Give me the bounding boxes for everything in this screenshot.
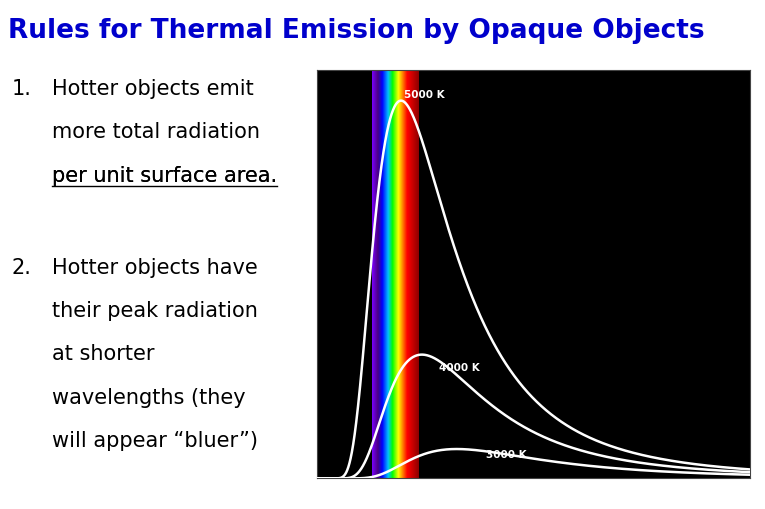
Text: Hotter objects have: Hotter objects have [52, 257, 258, 277]
Text: Hotter objects emit: Hotter objects emit [52, 79, 254, 99]
Text: will appear “bluer”): will appear “bluer”) [52, 430, 258, 450]
Text: 4000 K: 4000 K [439, 362, 480, 372]
Text: per unit surface area.: per unit surface area. [52, 165, 277, 185]
Text: their peak radiation: their peak radiation [52, 300, 258, 320]
Text: per unit surface area.: per unit surface area. [52, 165, 277, 185]
X-axis label: Wavelength (nm): Wavelength (nm) [485, 503, 582, 509]
Text: 2.: 2. [11, 257, 31, 277]
Text: wavelengths (they: wavelengths (they [52, 387, 246, 407]
Text: Rules for Thermal Emission by Opaque Objects: Rules for Thermal Emission by Opaque Obj… [8, 18, 705, 44]
Text: 1.: 1. [11, 79, 31, 99]
Y-axis label: Emitted energy: Emitted energy [304, 232, 314, 318]
Text: at shorter: at shorter [52, 344, 155, 363]
Text: more total radiation: more total radiation [52, 122, 260, 142]
Text: 5000 K: 5000 K [404, 90, 444, 100]
Text: 3000 K: 3000 K [486, 449, 526, 459]
